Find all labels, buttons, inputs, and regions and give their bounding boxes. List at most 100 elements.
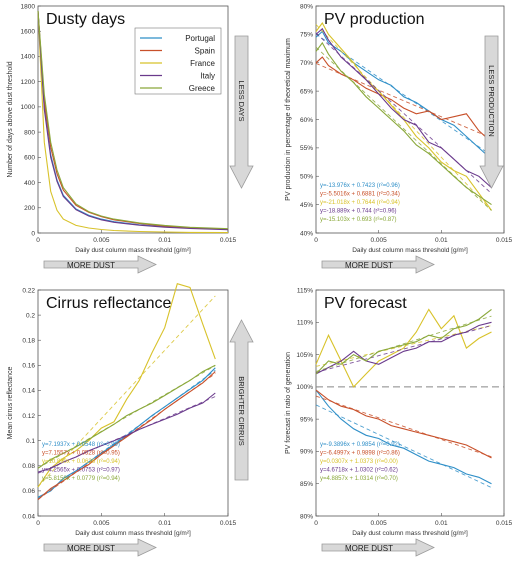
- fit-equation: y=-9.3896x + 0.9854 (r²=0.92): [320, 442, 400, 448]
- arrow-shape: [229, 35, 254, 189]
- arrow-label: LESS DAYS: [237, 80, 246, 121]
- arrow-label: BRIGHTER CIRRUS: [237, 376, 246, 446]
- arrow-shape: [43, 538, 157, 557]
- x-tick-label: 0.015: [496, 237, 513, 244]
- more-dust-arrow-4: MORE DUST: [321, 538, 435, 557]
- y-tick-label: 40%: [300, 230, 313, 237]
- arrow-shape: [43, 255, 157, 274]
- fit-equation: y=-13.976x + 0.7423 (r²=0.96): [320, 183, 400, 189]
- y-tick-label: 0.22: [22, 287, 35, 294]
- y-tick-label: 0.2: [26, 312, 35, 319]
- plot-area: [37, 289, 229, 517]
- y-tick-label: 95%: [300, 416, 313, 423]
- series-line-spain: [315, 56, 492, 143]
- y-tick-label: 0.06: [22, 488, 35, 495]
- fit-equation: y=0.0307x + 1.0373 (r²=0.00): [320, 459, 398, 465]
- trend-line-france: [315, 325, 492, 367]
- y-tick-label: 60%: [300, 117, 313, 124]
- arrow-shape: [321, 538, 435, 557]
- chart-title: PV forecast: [324, 295, 407, 312]
- x-tick-label: 0.01: [158, 237, 171, 244]
- y-axis-label: Number of days above dust threshold: [7, 61, 14, 177]
- y-axis-label: PV production in percentage of theoretic…: [285, 38, 292, 201]
- fit-equation: y=4.8857x + 1.0314 (r²=0.70): [320, 476, 398, 482]
- y-tick-label: 1000: [21, 104, 36, 111]
- trend-line-france: [315, 24, 492, 211]
- fit-equation: y=7.1937x + 0.0548 (r²=0.99): [42, 442, 120, 448]
- y-tick-label: 70%: [300, 60, 313, 67]
- trend-line-italy: [37, 396, 216, 474]
- side-arrow-3: BRIGHTER CIRRUS: [229, 319, 254, 481]
- y-tick-label: 80%: [300, 513, 313, 520]
- side-arrow-1: LESS DAYS: [229, 35, 254, 189]
- series-line-france: [37, 10, 229, 234]
- chart-title: Dusty days: [46, 11, 125, 28]
- y-tick-label: 100%: [296, 384, 313, 391]
- y-tick-label: 75%: [300, 32, 313, 39]
- legend-box: [134, 27, 222, 95]
- y-tick-label: 400: [24, 180, 35, 187]
- x-tick-label: 0: [314, 520, 318, 527]
- y-tick-label: 115%: [297, 287, 313, 294]
- x-tick-label: 0.005: [93, 520, 110, 527]
- series-line-greece: [315, 308, 492, 375]
- side-arrow-2: LESS PRODUCTION: [479, 35, 504, 189]
- chart-panel-3: 0 0.005 0.01 0.015 0.04 0.06 0.08 0.1 0.12 0.14 0.…: [7, 283, 237, 537]
- series-line-france: [315, 308, 492, 388]
- series-line-portugal: [315, 30, 492, 160]
- legend-entry: Italy: [200, 72, 215, 81]
- x-tick-label: 0: [314, 237, 318, 244]
- y-tick-label: 80%: [300, 3, 313, 10]
- fit-equation: y=10.890x + 0.0636 (r²=0.94): [42, 459, 120, 465]
- series-line-greece: [37, 10, 229, 230]
- series-line-greece: [37, 364, 216, 469]
- fit-equation: y=-18.889x + 0.744 (r²=0.96): [320, 209, 397, 215]
- series-line-italy: [37, 10, 229, 231]
- x-axis-label: Daily dust column mass threshold [g/m²]: [352, 530, 468, 537]
- more-dust-arrow-3: MORE DUST: [43, 538, 157, 557]
- x-tick-label: 0.01: [435, 237, 448, 244]
- trend-line-spain: [315, 395, 492, 458]
- y-tick-label: 50%: [300, 174, 313, 181]
- legend-entry: Spain: [195, 47, 215, 56]
- x-tick-label: 0.005: [371, 237, 388, 244]
- y-tick-label: 45%: [300, 202, 313, 209]
- y-tick-label: 0.16: [22, 363, 35, 370]
- y-tick-label: 1800: [21, 3, 36, 10]
- series-line-spain: [37, 10, 229, 230]
- chart-panel-1: 0 0.005 0.01 0.015 0 200 400 600 800 1000 1200 1400…: [7, 3, 237, 254]
- series-line-italy: [37, 392, 216, 473]
- arrow-shape: [321, 255, 435, 274]
- y-tick-label: 0.12: [22, 413, 35, 420]
- chart-title: PV production: [324, 11, 425, 28]
- x-tick-label: 0.005: [93, 237, 110, 244]
- x-tick-label: 0.005: [371, 520, 388, 527]
- y-tick-label: 0.08: [22, 463, 35, 470]
- trend-line-italy: [315, 325, 492, 373]
- y-tick-label: 0: [31, 230, 35, 237]
- series-line-spain: [37, 371, 216, 501]
- series-line-italy: [315, 321, 492, 375]
- arrow-label: LESS PRODUCTION: [487, 65, 496, 137]
- x-tick-label: 0: [36, 520, 40, 527]
- y-tick-label: 65%: [300, 88, 313, 95]
- arrow-label: MORE DUST: [345, 261, 393, 270]
- arrow-label: MORE DUST: [345, 544, 393, 553]
- fit-equation: y=-6.4997x + 0.9898 (r²=0.86): [320, 451, 400, 457]
- arrow-shape: [479, 35, 504, 189]
- legend-entry: Greece: [189, 84, 216, 93]
- y-tick-label: 200: [24, 205, 35, 212]
- x-tick-label: 0.015: [220, 237, 237, 244]
- y-tick-label: 110%: [297, 320, 313, 327]
- fit-equation: y=5.8158x + 0.0779 (r²=0.94): [42, 476, 120, 482]
- x-axis-label: Daily dust column mass threshold [g/m²]: [75, 247, 191, 254]
- plot-area: [315, 289, 505, 517]
- fit-equation: y=-15.103x + 0.693 (r²=0.87): [320, 217, 397, 223]
- trend-line-france: [37, 295, 216, 487]
- y-tick-label: 1200: [21, 79, 36, 86]
- y-tick-label: 85%: [300, 481, 313, 488]
- series-line-france: [315, 21, 492, 211]
- y-tick-label: 0.04: [22, 513, 35, 520]
- fit-equation: y=-5.5016x + 0.6881 (r²=0.34): [320, 192, 400, 198]
- more-dust-arrow-1: MORE DUST: [43, 255, 157, 274]
